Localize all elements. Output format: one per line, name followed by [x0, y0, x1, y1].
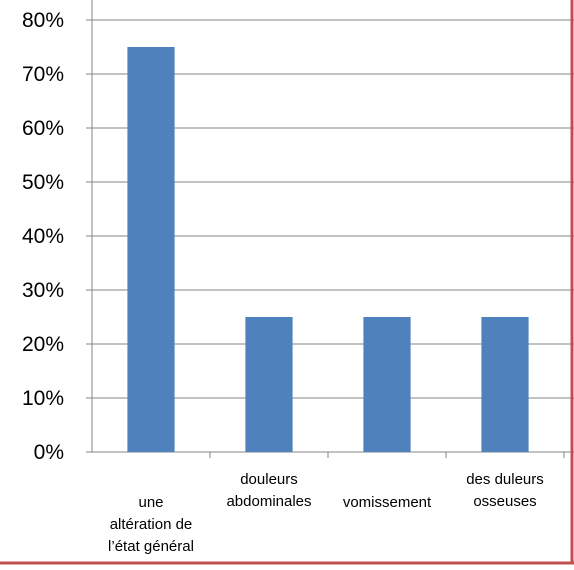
x-tick-label: vomissement: [343, 494, 432, 511]
bar: [363, 317, 411, 452]
y-tick-label: 10%: [22, 387, 64, 410]
y-tick-label: 60%: [22, 117, 64, 140]
y-tick-label: 70%: [22, 63, 64, 86]
y-tick-labels: 0% 10% 20% 30% 40% 50% 60% 70% 80%: [22, 9, 64, 464]
bars: [127, 47, 529, 452]
y-tick-label: 80%: [22, 9, 64, 32]
x-tick-labels: une altération de l’état général douleurs ab…: [108, 471, 544, 555]
y-tick-label: 50%: [22, 171, 64, 194]
bar: [127, 47, 175, 452]
y-tick-label: 40%: [22, 225, 64, 248]
x-tick-label: douleurs abdominales: [226, 471, 311, 510]
bar: [245, 317, 293, 452]
x-tick-label: une altération de l’état général: [108, 494, 194, 555]
y-tick-label: 20%: [22, 333, 64, 356]
y-tick-label: 0%: [34, 441, 64, 464]
x-tick-label: des duleurs osseuses: [466, 471, 544, 510]
y-tick-label: 30%: [22, 279, 64, 302]
bar: [481, 317, 529, 452]
